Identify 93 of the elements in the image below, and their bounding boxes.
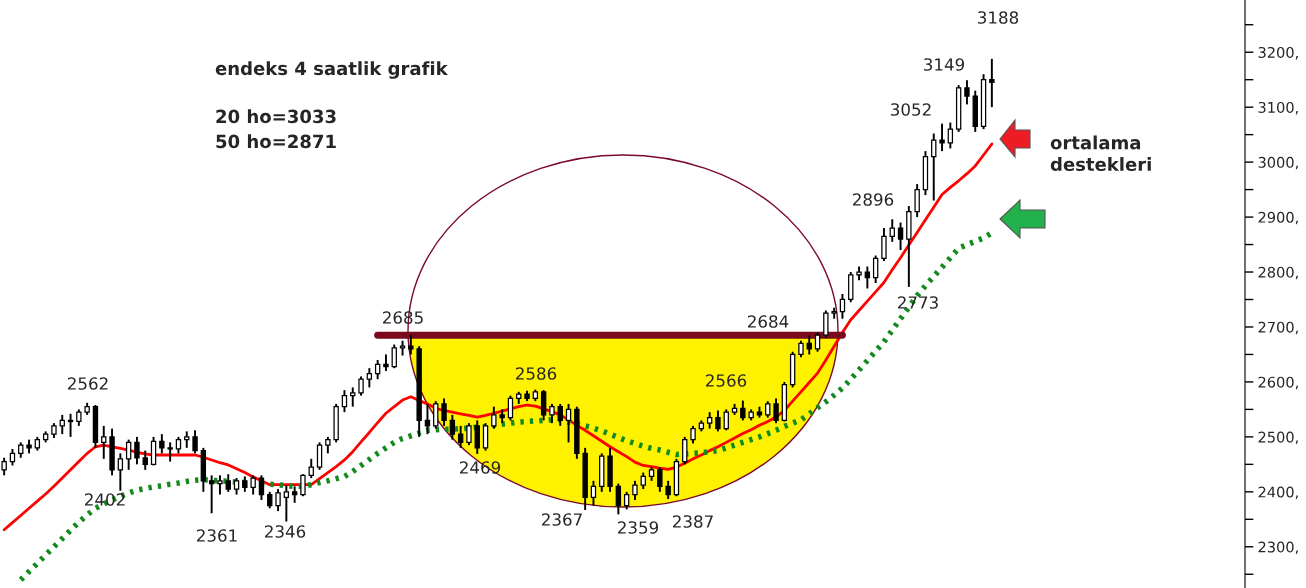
candlestick (250, 474, 256, 496)
candlestick (441, 397, 447, 427)
y-tick-label: 3100, (1258, 101, 1298, 115)
annotation: 50 ho=2871 (216, 134, 336, 149)
y-tick-label: 2900, (1258, 211, 1298, 225)
candlestick (117, 452, 124, 492)
candlestick (300, 473, 306, 498)
candlestick (316, 441, 323, 471)
candlestick (507, 394, 514, 422)
candlestick (217, 474, 223, 496)
annotation: 2562 (68, 377, 108, 390)
annotation: ortalama destekleri (1050, 135, 1151, 172)
candlestick (823, 309, 829, 339)
candlestick (101, 424, 107, 460)
annotation: 2361 (197, 529, 237, 542)
candlestick (773, 397, 779, 425)
candlestick (341, 389, 348, 414)
candlestick (715, 409, 721, 433)
candlestick (134, 435, 140, 466)
candlestick (192, 429, 198, 455)
y-tick-label: 3200, (1258, 46, 1298, 60)
candlestick (449, 413, 456, 441)
candlestick (947, 121, 954, 150)
annotation: 2387 (673, 515, 713, 528)
candlestick (914, 183, 920, 219)
candlestick (590, 479, 597, 507)
annotation: 2346 (265, 525, 306, 538)
candlestick (167, 441, 173, 463)
annotation: 2684 (748, 315, 789, 328)
candlestick (872, 254, 879, 284)
candlestick (258, 474, 265, 502)
candlestick (964, 79, 970, 106)
candlestick (615, 482, 622, 516)
candlestick (275, 488, 281, 513)
annotation: 20 ho=3033 (216, 109, 336, 124)
candlestick (881, 227, 887, 262)
annotation: 2359 (618, 521, 659, 534)
candlestick (540, 389, 547, 422)
annotation: 3052 (891, 103, 931, 116)
candlestick (350, 386, 356, 408)
candlestick (358, 375, 364, 397)
candlestick (208, 474, 215, 515)
candlestick (283, 484, 290, 523)
candlestick (408, 334, 414, 356)
candlestick (723, 408, 729, 432)
candlestick (482, 422, 489, 452)
annotation: 3188 (978, 11, 1019, 24)
candlestick (931, 132, 937, 202)
candlestick (889, 218, 895, 243)
candlestick (632, 479, 638, 502)
annotation: 2896 (853, 193, 894, 206)
y-tick-label: 2400, (1258, 486, 1298, 500)
candlestick (142, 449, 148, 471)
candlestick (897, 221, 904, 252)
candlestick (433, 400, 439, 430)
candlestick (125, 438, 132, 471)
candlestick (457, 424, 464, 449)
annotation: 2367 (542, 513, 582, 526)
candlestick (939, 122, 945, 153)
candlestick (391, 343, 397, 370)
annotation: 3149 (924, 58, 965, 71)
candlestick (814, 331, 821, 353)
text: endeks 4 saatlik grafik (215, 61, 448, 79)
candlestick (424, 402, 431, 436)
candlestick (864, 265, 871, 290)
y-tick-label: 2800, (1258, 266, 1298, 280)
y-tick-label: 2700, (1258, 321, 1298, 335)
y-tick-label: 2500, (1258, 431, 1298, 445)
candlestick (366, 367, 373, 389)
y-tick-label: 2300, (1258, 541, 1298, 555)
candlestick (839, 293, 846, 320)
candlestick (565, 402, 572, 444)
candlestick (657, 466, 663, 493)
candlestick (59, 413, 65, 436)
y-tick-label: 2600, (1258, 376, 1298, 390)
candlestick (67, 412, 74, 438)
candlestick (549, 402, 555, 425)
candlestick (474, 419, 480, 455)
candlestick (682, 435, 688, 466)
annotation: 2566 (706, 374, 747, 387)
candlestick (150, 435, 157, 467)
candlestick (665, 479, 671, 500)
candlestick (740, 399, 746, 422)
candlestick (989, 57, 995, 109)
annotation: 2586 (516, 367, 557, 380)
candlestick (466, 422, 472, 447)
candlestick (308, 457, 314, 480)
candlestick (557, 402, 563, 427)
candlestick (159, 433, 165, 455)
annotation: 2773 (898, 296, 938, 309)
candlestick (491, 405, 497, 430)
candlestick (806, 334, 812, 356)
y-tick-label: 3000, (1258, 156, 1298, 170)
